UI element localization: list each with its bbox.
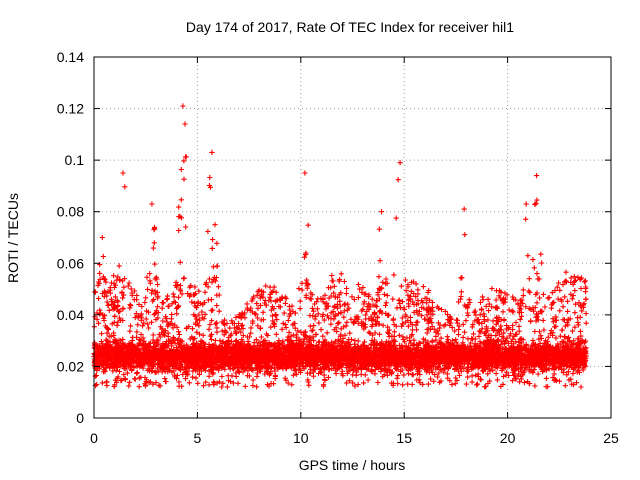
chart-title: Day 174 of 2017, Rate Of TEC Index for r… <box>186 19 514 35</box>
y-tick-label: 0 <box>76 410 84 426</box>
data-points <box>91 103 589 390</box>
y-tick-label: 0.12 <box>57 101 84 117</box>
x-tick-label: 15 <box>396 430 412 446</box>
y-tick-label: 0.1 <box>65 152 85 168</box>
roti-points <box>91 103 589 390</box>
x-tick-label: 20 <box>500 430 516 446</box>
y-tick-label: 0.02 <box>57 358 84 374</box>
x-tick-label: 5 <box>194 430 202 446</box>
x-axis-tick-labels: 0 5 10 15 20 25 <box>90 430 619 446</box>
x-axis-label: GPS time / hours <box>299 457 406 473</box>
axis-ticks <box>93 56 612 419</box>
y-axis-label: ROTI / TECUs <box>5 193 21 283</box>
x-tick-label: 0 <box>90 430 98 446</box>
y-axis-tick-labels: 0 0.02 0.04 0.06 0.08 0.1 0.12 0.14 <box>57 49 84 426</box>
plot-frame <box>93 56 612 419</box>
y-tick-label: 0.06 <box>57 255 84 271</box>
y-tick-label: 0.14 <box>57 49 84 65</box>
x-tick-label: 10 <box>293 430 309 446</box>
y-tick-label: 0.04 <box>57 307 84 323</box>
x-tick-label: 25 <box>603 430 619 446</box>
y-tick-label: 0.08 <box>57 204 84 220</box>
